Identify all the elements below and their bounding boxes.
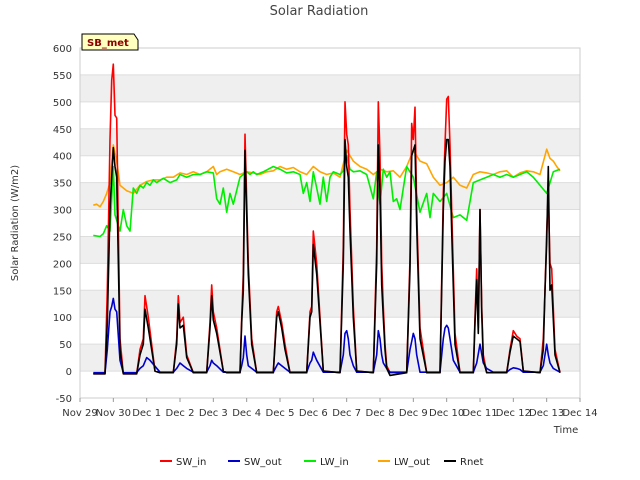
x-tick-label: Dec 2 xyxy=(166,408,195,419)
series-line-lw-in xyxy=(93,154,561,238)
series-line-rnet xyxy=(93,138,561,377)
y-tick-label: 400 xyxy=(53,152,72,163)
plot-band xyxy=(80,209,580,237)
plot-band xyxy=(80,371,580,398)
y-axis-title: Solar Radiation (W/m2) xyxy=(10,165,21,281)
series-line-lw-out xyxy=(93,144,561,208)
plot-band xyxy=(80,128,580,156)
y-tick-label: 550 xyxy=(53,71,72,82)
y-tick-label: 100 xyxy=(53,313,72,324)
y-tick-label: 500 xyxy=(53,98,72,109)
x-tick-label: Dec 12 xyxy=(496,408,531,419)
x-tick-label: Dec 3 xyxy=(199,408,228,419)
plot-band xyxy=(80,74,580,102)
x-tick-label: Dec 8 xyxy=(366,408,395,419)
plot-band xyxy=(80,344,580,372)
plot-frame xyxy=(79,47,581,399)
legend-label: Rnet xyxy=(460,457,483,468)
y-tick-label: 150 xyxy=(53,286,72,297)
plot-background xyxy=(80,48,580,398)
plot-band xyxy=(80,182,580,210)
y-axis-ticks: -50 0 50 100 150 200 250 300 350 400 450 500 550 600 xyxy=(53,44,72,405)
x-tick-label: Dec 4 xyxy=(232,408,261,419)
legend-label: LW_out xyxy=(394,457,430,468)
plot-band xyxy=(80,317,580,345)
plot-band xyxy=(80,101,580,129)
legend-label: SW_in xyxy=(176,457,206,468)
y-tick-label: 250 xyxy=(53,232,72,243)
y-tick-label: 200 xyxy=(53,259,72,270)
x-tick-label: Dec 10 xyxy=(429,408,464,419)
x-tick-label: Dec 1 xyxy=(132,408,161,419)
x-tick-label: Dec 13 xyxy=(529,408,564,419)
plot-band xyxy=(80,48,580,75)
x-tick-label: Nov 29 xyxy=(62,408,97,419)
station-label-box xyxy=(81,33,139,51)
station-label: SB_met xyxy=(81,33,139,51)
chart-title: Solar Radiation xyxy=(270,4,369,19)
x-axis-title: Time xyxy=(553,425,578,436)
legend-label: SW_out xyxy=(244,457,282,468)
series-layer xyxy=(93,63,561,377)
y-tick-label: 300 xyxy=(53,206,72,217)
plot-band xyxy=(80,236,580,264)
x-tick-label: Dec 11 xyxy=(462,408,497,419)
plot-band xyxy=(80,263,580,291)
y-tick-label: 450 xyxy=(53,125,72,136)
y-tick-label: 350 xyxy=(53,179,72,190)
x-tick-label: Dec 7 xyxy=(332,408,361,419)
series-line-sw-out xyxy=(93,297,561,374)
y-tick-label: -50 xyxy=(56,394,72,405)
x-tick-label: Dec 5 xyxy=(266,408,295,419)
x-tick-label: Nov 30 xyxy=(96,408,131,419)
plot-band xyxy=(80,290,580,318)
y-tick-label: 600 xyxy=(53,44,72,55)
legend-label: LW_in xyxy=(320,457,349,468)
x-tick-label: Dec 14 xyxy=(562,408,597,419)
station-label-text: SB_met xyxy=(87,38,129,49)
gridlines xyxy=(80,47,580,399)
y-tick-label: 0 xyxy=(66,367,72,378)
y-tick-label: 50 xyxy=(59,340,72,351)
legend: SW_in SW_out LW_in LW_out Rnet xyxy=(160,457,483,468)
x-tick-label: Dec 6 xyxy=(299,408,328,419)
x-tick-label: Dec 9 xyxy=(399,408,428,419)
